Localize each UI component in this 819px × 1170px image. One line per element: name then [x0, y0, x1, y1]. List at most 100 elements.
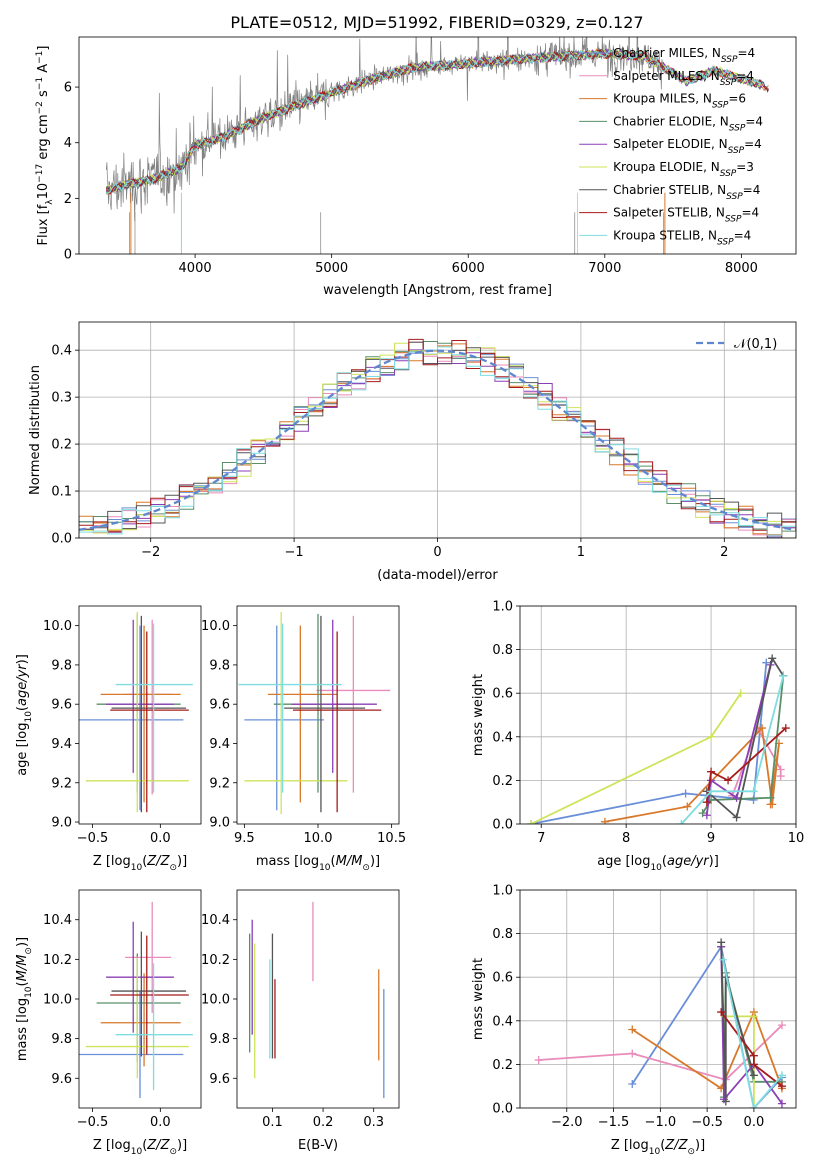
- mass-vs-Z-ylabel-part: 10: [24, 986, 34, 998]
- mass-vs-Z-ylabel-part: (: [15, 981, 30, 986]
- spectrum-ylabel-part: erg cm: [36, 114, 51, 163]
- weight-vs-age-marker: [749, 787, 758, 796]
- age-vs-Z-ytick-label: 9.6: [51, 698, 72, 713]
- weight-vs-age-ytick-label: 0.8: [492, 643, 513, 658]
- spectrum-legend-entry-part: SSP: [728, 146, 745, 156]
- spectrum-frame: [78, 36, 797, 255]
- residuals-xtick-label: −2: [141, 545, 160, 560]
- spectrum-legend-entry: Chabrier MILES, NSSP=4: [613, 46, 755, 65]
- mass-vs-Z-ylabel: mass [log10(M/M⊙)]: [15, 937, 34, 1061]
- age-vs-mass-xlabel-part: mass [log: [256, 854, 319, 869]
- mass-vs-Z-frame: [78, 889, 202, 1109]
- weight-vs-age-xtick-label: 7: [537, 831, 545, 846]
- spectrum-legend-entry-part: =4: [744, 137, 762, 151]
- spectrum-legend-entry-part: =4: [736, 69, 754, 83]
- residuals-ytick-label: 0.0: [51, 532, 72, 547]
- mass-vs-ebv-xlabel-part: E(B-V): [298, 1138, 338, 1153]
- residuals-frame: [78, 321, 797, 539]
- age-vs-Z-xlabel: Z [log10(Z/Z⊙)]: [93, 854, 187, 873]
- weight-vs-Z-marker: [749, 1051, 758, 1060]
- weight-vs-Z-marker: [717, 938, 726, 947]
- weight-vs-age-series-line: [705, 664, 772, 816]
- plots: 4000 5000 6000 7000 8000 0 2 4 6 Chabrier MILES, …: [15, 36, 804, 1157]
- spectrum-xlabel-part: wavelength [Angstrom, rest frame]: [323, 283, 552, 298]
- weight-vs-Z-marker: [628, 1025, 637, 1034]
- mass-vs-ebv-xlabel: E(B-V): [298, 1138, 338, 1153]
- age-vs-mass-ytick-label: 9.2: [209, 776, 230, 791]
- age-vs-Z-ylabel-part: 10: [24, 711, 34, 723]
- weight-vs-Z-series-line: [722, 959, 783, 1108]
- weight-vs-age-xlabel-part: age [log: [597, 854, 650, 869]
- weight-vs-Z-marker: [777, 1082, 786, 1091]
- weight-vs-Z-xlabel: Z [log10(Z/Z⊙)]: [611, 1138, 705, 1157]
- spectrum-xtick-label: 4000: [179, 261, 212, 276]
- mass-vs-ebv-plot-area: [249, 901, 385, 1099]
- age-vs-Z-panel: −0.5 0.09.09.29.49.69.810.0Z [log10(Z/Z⊙)…: [15, 605, 202, 873]
- weight-vs-Z-xlabel-part: (: [660, 1138, 665, 1153]
- mass-vs-ebv-ytick-label: 10.4: [201, 913, 230, 928]
- residuals-xtick-label: 2: [720, 545, 728, 560]
- age-vs-Z-ytick-label: 10.0: [43, 619, 72, 634]
- weight-vs-Z-marker: [777, 1071, 786, 1080]
- spectrum-ylabel-part: 10: [36, 183, 51, 200]
- age-vs-mass-xlabel-part: M/M: [336, 854, 363, 869]
- weight-vs-Z-marker: [777, 1099, 786, 1108]
- age-vs-Z-xlabel-part: Z [log: [93, 854, 131, 869]
- spectrum-xtick-label: 5000: [315, 261, 348, 276]
- age-vs-Z-ylabel-part: (: [15, 706, 30, 711]
- age-vs-Z-xlabel-part: (: [142, 854, 147, 869]
- mass-vs-Z-xlabel-part: ⊙: [169, 1147, 177, 1157]
- weight-vs-age-ytick-label: 0.0: [492, 818, 513, 833]
- age-vs-Z-xtick-label: 0.0: [150, 831, 171, 846]
- weight-vs-Z-marker: [749, 1060, 758, 1069]
- spectrum-legend-entry: Salpeter MILES, NSSP=4: [613, 69, 754, 88]
- age-vs-mass-xlabel: mass [log10(M/M⊙)]: [256, 854, 380, 873]
- mass-vs-Z-ylabel-part: ⊙: [24, 947, 34, 955]
- weight-vs-age-marker: [702, 811, 711, 820]
- mass-vs-ebv-ytick-label: 10.0: [201, 993, 230, 1008]
- age-vs-Z-frame: [78, 605, 202, 825]
- spectrum-ylabel-part: Flux [f: [36, 204, 51, 245]
- residuals-ytick-label: 0.2: [51, 438, 72, 453]
- weight-vs-Z-marker: [749, 1012, 758, 1021]
- weight-vs-age-marker: [781, 724, 790, 733]
- age-vs-Z-ytick-label: 9.2: [51, 776, 72, 791]
- spectrum-legend-entry-part: SSP: [729, 123, 746, 133]
- spectrum-xtick-label: 6000: [452, 261, 485, 276]
- weight-vs-Z-xlabel-part: )]: [695, 1138, 705, 1153]
- weight-vs-Z-marker: [628, 1080, 637, 1089]
- age-vs-mass-ytick-label: 9.6: [209, 698, 230, 713]
- age-vs-Z-ylabel-part: )]: [15, 654, 30, 664]
- weight-vs-age-ytick-label: 0.6: [492, 687, 513, 702]
- weight-vs-age-marker: [749, 796, 758, 805]
- age-vs-Z-xlabel-part: Z/Z: [146, 854, 170, 869]
- weight-vs-Z-series-line: [720, 942, 755, 1102]
- weight-vs-age-xlabel-part: )]: [709, 854, 719, 869]
- weight-vs-age-marker: [707, 767, 716, 776]
- spectrum-legend-entry-part: SSP: [712, 101, 729, 111]
- age-vs-mass-ytick-label: 9.8: [209, 658, 230, 673]
- mass-vs-Z-ytick-label: 9.8: [51, 1032, 72, 1047]
- mass-vs-Z-ytick-label: 10.2: [43, 953, 72, 968]
- mass-vs-Z-ylabel-part: mass [log: [15, 998, 30, 1061]
- age-vs-Z-plot-area: [79, 611, 193, 813]
- weight-vs-age-ytick-label: 0.4: [492, 730, 513, 745]
- weight-vs-age-marker: [762, 658, 771, 667]
- spectrum-ylabel-part: λ: [45, 199, 55, 205]
- spectrum-legend-entry-part: Chabrier ELODIE, N: [613, 114, 729, 128]
- spectrum-legend-entry-part: =4: [745, 114, 763, 128]
- weight-vs-age-ytick-label: 1.0: [492, 600, 513, 615]
- mass-vs-Z-ylabel-part: )]: [15, 937, 30, 947]
- mass-vs-ebv-frame: [236, 889, 400, 1109]
- spectrum-legend-entry-part: Salpeter STELIB, N: [613, 206, 725, 220]
- figure-title: PLATE=0512, MJD=51992, FIBERID=0329, z=0…: [230, 13, 643, 32]
- age-vs-Z-xlabel-part: ⊙: [169, 863, 177, 873]
- residuals-ytick-label: 0.3: [51, 391, 72, 406]
- weight-vs-Z-xlabel-part: 10: [649, 1147, 661, 1157]
- spectrum-legend-entry-part: Kroupa STELIB, N: [613, 228, 717, 242]
- residuals-panel: −2 −1 0 1 2 0.0 0.1 0.2 0.3 0.4 𝒩(0,1) (data-model)…: [28, 321, 797, 583]
- weight-vs-age-marker: [527, 820, 536, 824]
- spectrum-ytick-label: 2: [64, 192, 72, 207]
- weight-vs-age-marker: [758, 724, 767, 733]
